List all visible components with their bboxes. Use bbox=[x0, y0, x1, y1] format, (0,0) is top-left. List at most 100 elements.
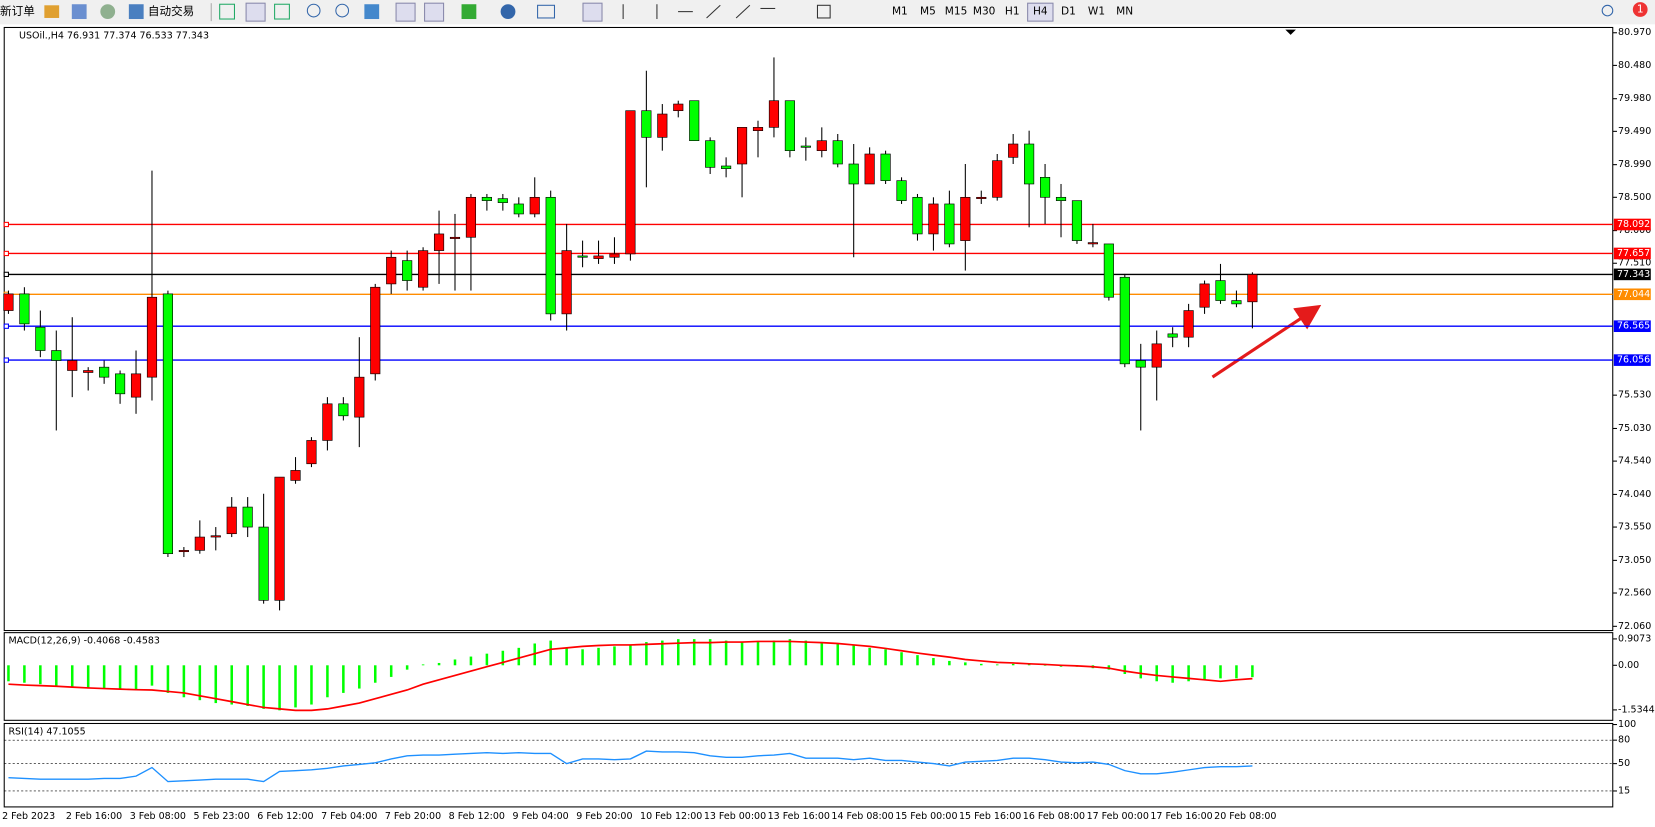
candle-body bbox=[625, 110, 636, 255]
x-tick-label: 9 Feb 04:00 bbox=[512, 811, 568, 822]
candle-body bbox=[513, 203, 524, 215]
active-timeframe bbox=[1027, 2, 1054, 22]
candle-body bbox=[784, 100, 795, 151]
macd-bar bbox=[1187, 665, 1190, 682]
macd-bar bbox=[358, 665, 361, 689]
timeframe-button[interactable]: M15 bbox=[945, 6, 968, 18]
macd-bar bbox=[948, 660, 951, 666]
toolbar-items: 新订单 自动交易 1 bbox=[0, 2, 1648, 22]
x-tick-label: 7 Feb 20:00 bbox=[385, 811, 441, 822]
candle-body bbox=[1071, 200, 1083, 241]
icon[interactable] bbox=[500, 4, 516, 20]
new-order[interactable]: 新订单 bbox=[0, 4, 35, 18]
macd-bar bbox=[724, 640, 728, 666]
x-tick-label: 2 Feb 16:00 bbox=[66, 811, 122, 822]
candle-body bbox=[35, 326, 46, 351]
macd-bar bbox=[166, 665, 170, 693]
icon[interactable] bbox=[395, 2, 416, 22]
icon[interactable] bbox=[424, 2, 445, 22]
candle-body bbox=[768, 100, 780, 128]
candle-body bbox=[433, 233, 445, 251]
icon[interactable] bbox=[461, 4, 477, 20]
candle-body bbox=[960, 196, 971, 241]
x-tick-label: 20 Feb 08:00 bbox=[1214, 811, 1276, 822]
icon[interactable] bbox=[100, 4, 116, 20]
y-tick-label: 78.500 bbox=[1618, 192, 1651, 203]
level-tag bbox=[1613, 288, 1651, 301]
notification-badge[interactable] bbox=[1632, 2, 1648, 17]
timeframe-button[interactable]: M5 bbox=[920, 6, 936, 18]
search[interactable] bbox=[1601, 4, 1614, 17]
candle-body bbox=[1167, 333, 1178, 338]
icon[interactable] bbox=[274, 3, 290, 20]
timeframe-button[interactable]: MN bbox=[1116, 6, 1133, 18]
candle-body bbox=[673, 103, 684, 112]
icon[interactable] bbox=[219, 3, 235, 20]
timeframe-button[interactable]: D1 bbox=[1061, 6, 1076, 18]
level-handle bbox=[3, 323, 9, 329]
icon[interactable] bbox=[816, 4, 831, 19]
timeframe-button[interactable]: W1 bbox=[1088, 6, 1105, 18]
y-tick-label: 15 bbox=[1618, 785, 1630, 796]
icon[interactable] bbox=[44, 5, 60, 18]
candle-body bbox=[976, 196, 987, 199]
icon[interactable] bbox=[335, 3, 350, 18]
y-tick-label: 80.970 bbox=[1618, 27, 1651, 38]
timeframe-button[interactable]: M30 bbox=[973, 6, 996, 18]
icon[interactable] bbox=[71, 4, 87, 20]
candle-body bbox=[545, 196, 556, 315]
auto-trading[interactable]: 自动交易 bbox=[148, 4, 194, 18]
macd-bar bbox=[756, 642, 760, 666]
level-label: 77.343 bbox=[1617, 269, 1650, 280]
y-tick-label: -1.5344 bbox=[1618, 704, 1655, 715]
level-handle bbox=[3, 221, 9, 228]
candle-body bbox=[418, 250, 429, 288]
candle-body bbox=[1183, 310, 1194, 338]
macd-bar bbox=[405, 665, 409, 670]
y-tick-label: 74.540 bbox=[1618, 456, 1651, 467]
candle-body bbox=[115, 373, 126, 395]
macd-bar bbox=[7, 665, 10, 682]
macd-bar bbox=[1011, 663, 1015, 666]
icon[interactable] bbox=[306, 3, 321, 18]
macd-bar bbox=[150, 665, 154, 686]
level-tag bbox=[1613, 268, 1651, 281]
macd-bar bbox=[55, 665, 58, 686]
candle-body bbox=[912, 196, 923, 235]
macd-bar bbox=[182, 665, 186, 698]
x-tick-label: 2 Feb 2023 bbox=[2, 811, 55, 822]
y-tick-label: 0.00 bbox=[1618, 660, 1639, 671]
y-tick-label: 79.490 bbox=[1618, 126, 1651, 137]
candle-body bbox=[386, 256, 397, 285]
icon[interactable] bbox=[735, 4, 751, 19]
candle-body bbox=[641, 110, 652, 138]
icon[interactable] bbox=[128, 4, 144, 20]
icon[interactable] bbox=[582, 2, 603, 22]
macd-bar bbox=[980, 663, 983, 666]
candle-body bbox=[354, 376, 365, 418]
candle-body bbox=[944, 203, 955, 245]
icon[interactable] bbox=[245, 2, 266, 22]
signal-line bbox=[8, 640, 1253, 712]
icon[interactable] bbox=[537, 4, 556, 19]
icon[interactable] bbox=[706, 4, 721, 19]
y-tick-label: 80 bbox=[1618, 735, 1630, 746]
macd-bar bbox=[373, 665, 377, 683]
x-tick-label: 17 Feb 00:00 bbox=[1087, 811, 1149, 822]
candle-body bbox=[258, 526, 269, 601]
macd-bar bbox=[262, 665, 265, 709]
timeframe-button[interactable]: M1 bbox=[892, 6, 908, 18]
candle-body bbox=[928, 203, 939, 235]
macd-bar bbox=[1219, 665, 1222, 679]
timeframe-button[interactable]: H1 bbox=[1005, 6, 1020, 18]
candle-body bbox=[194, 536, 205, 551]
x-tick-label: 16 Feb 08:00 bbox=[1023, 811, 1085, 822]
timeframe-button[interactable]: H4 bbox=[1033, 6, 1048, 18]
icon[interactable] bbox=[364, 4, 380, 20]
macd-bar bbox=[23, 665, 26, 683]
candle-body bbox=[1119, 276, 1130, 365]
x-tick-label: 13 Feb 16:00 bbox=[768, 811, 830, 822]
macd-bar bbox=[740, 642, 744, 666]
candle-body bbox=[226, 506, 237, 535]
candle-body bbox=[736, 127, 748, 165]
